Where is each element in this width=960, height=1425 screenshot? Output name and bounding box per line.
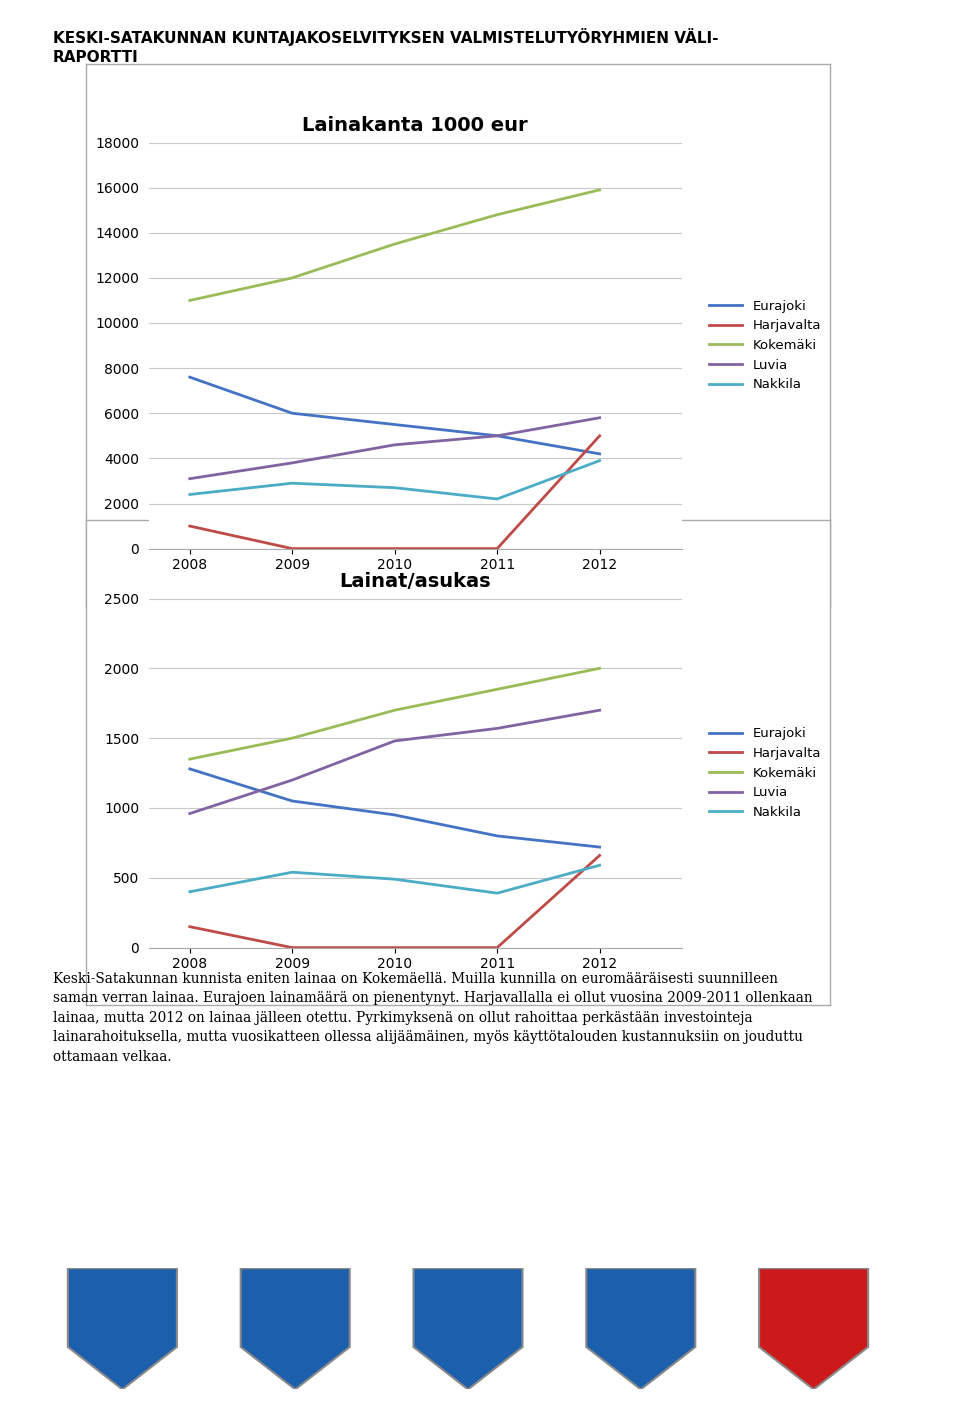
Text: KESKI-SATAKUNNAN KUNTAJAKOSELVITYKSEN VALMISTELUTYÖRYHMIEN VÄLI-
RAPORTTI: KESKI-SATAKUNNAN KUNTAJAKOSELVITYKSEN VA… — [53, 28, 718, 66]
Title: Lainakanta 1000 eur: Lainakanta 1000 eur — [302, 117, 528, 135]
Polygon shape — [587, 1268, 695, 1389]
Title: Lainat/asukas: Lainat/asukas — [340, 573, 491, 591]
Polygon shape — [414, 1268, 522, 1389]
Legend: Eurajoki, Harjavalta, Kokemäki, Luvia, Nakkila: Eurajoki, Harjavalta, Kokemäki, Luvia, N… — [705, 295, 827, 396]
Polygon shape — [759, 1268, 868, 1389]
Polygon shape — [241, 1268, 349, 1389]
Legend: Eurajoki, Harjavalta, Kokemäki, Luvia, Nakkila: Eurajoki, Harjavalta, Kokemäki, Luvia, N… — [705, 722, 827, 824]
Polygon shape — [68, 1268, 177, 1389]
Text: Keski-Satakunnan kunnista eniten lainaa on Kokemäellä. Muilla kunnilla on euromä: Keski-Satakunnan kunnista eniten lainaa … — [53, 972, 812, 1064]
